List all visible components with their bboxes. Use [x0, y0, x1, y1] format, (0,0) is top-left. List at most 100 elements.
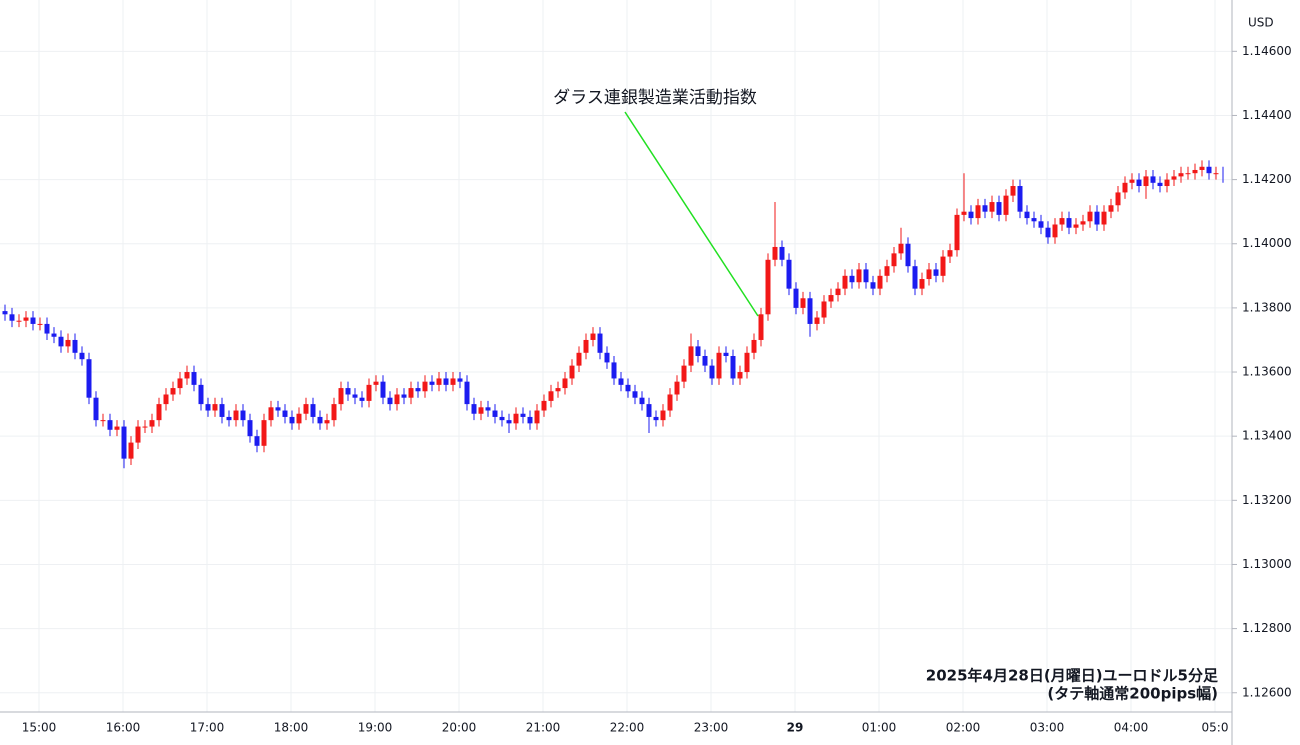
candle-body [975, 205, 981, 219]
candle-body [618, 378, 624, 385]
candle-body [331, 404, 337, 421]
candle-body [359, 397, 365, 401]
candle-body [282, 410, 288, 417]
y-tick-label: 1.13000 [1242, 557, 1292, 571]
candle-body [765, 259, 771, 315]
candle-body [1136, 179, 1142, 187]
candle-body [9, 314, 15, 321]
candle-body [387, 397, 393, 405]
candle-body [828, 295, 834, 302]
candle-body [100, 420, 106, 422]
x-tick-label: 03:00 [1030, 721, 1065, 735]
candle-body [254, 436, 260, 446]
candle-body [23, 317, 29, 321]
candle-body [219, 404, 225, 417]
annotation-line [624, 111, 759, 317]
candle-body [863, 269, 869, 283]
candle-body [1199, 166, 1205, 170]
candle-body [247, 420, 253, 437]
candle-body [324, 420, 330, 424]
candle-body [576, 352, 582, 366]
candle-body [821, 301, 827, 318]
y-tick-label: 1.13600 [1242, 365, 1292, 379]
candle-body [114, 426, 120, 430]
x-tick-label: 16:00 [106, 721, 141, 735]
grid [0, 0, 1232, 712]
candle-body [275, 407, 281, 411]
candle-body [198, 384, 204, 405]
candle-body [310, 404, 316, 417]
candle-body [345, 388, 351, 395]
candle-body [737, 372, 743, 379]
candle-body [800, 298, 806, 308]
candle-body [107, 420, 113, 430]
y-tick-label: 1.13400 [1242, 429, 1292, 443]
x-tick-label: 15:00 [22, 721, 57, 735]
candle-body [1101, 211, 1107, 225]
candle-body [674, 381, 680, 395]
candle-body [793, 288, 799, 308]
candle-body [982, 205, 988, 212]
x-tick-label: 18:00 [274, 721, 309, 735]
candle-body [625, 384, 631, 392]
candle-body [191, 372, 197, 385]
candle-body [37, 323, 43, 325]
candle-body [184, 372, 190, 379]
x-tick-label: 01:00 [862, 721, 897, 735]
candle-body [1178, 173, 1184, 177]
y-tick-label: 1.14400 [1242, 108, 1292, 122]
candle-body [555, 388, 561, 392]
candle-body [583, 339, 589, 353]
candle-body [450, 378, 456, 385]
candle-body [688, 346, 694, 366]
candle-body [240, 410, 246, 421]
candle-body [1108, 205, 1114, 212]
y-tick-label: 1.14600 [1242, 44, 1292, 58]
candle-body [716, 352, 722, 379]
candle-body [835, 288, 841, 296]
candle-body [1080, 221, 1086, 225]
candle-body [338, 388, 344, 405]
y-axis-label: USD [1248, 16, 1274, 30]
candle-body [408, 388, 414, 398]
candle-body [436, 378, 442, 385]
candle-body [16, 320, 22, 322]
candle-body [1129, 179, 1135, 183]
candle-body [590, 333, 596, 340]
candle-body [954, 214, 960, 251]
candle-body [933, 269, 939, 276]
x-tick-label: 05:0 [1202, 721, 1229, 735]
candle-body [44, 323, 50, 334]
x-tick-label: 17:00 [190, 721, 225, 735]
x-tick-label: 21:00 [526, 721, 561, 735]
candle-body [30, 317, 36, 324]
y-tick-label: 1.14200 [1242, 172, 1292, 186]
candle-body [352, 394, 358, 398]
candle-body [814, 317, 820, 324]
y-tick-label: 1.13200 [1242, 493, 1292, 507]
candle-body [751, 339, 757, 353]
candle-body [905, 243, 911, 267]
candle-body [261, 420, 267, 446]
candle-body [1045, 227, 1051, 238]
x-tick-label: 04:00 [1114, 721, 1149, 735]
candle-body [1185, 173, 1191, 175]
x-tick-label: 29 [787, 721, 804, 735]
candle-body [842, 275, 848, 289]
candle-body [527, 416, 533, 424]
candle-body [996, 202, 1002, 215]
candle-body [541, 400, 547, 411]
candle-body [485, 407, 491, 411]
y-tick-label: 1.12600 [1242, 685, 1292, 699]
candle-body [520, 413, 526, 417]
candle-body [366, 384, 372, 401]
candle-body [1115, 192, 1121, 206]
candle-body [177, 378, 183, 389]
candle-body [989, 202, 995, 212]
candle-body [730, 356, 736, 379]
candle-body [1143, 176, 1149, 187]
x-tick-label: 22:00 [610, 721, 645, 735]
candle-body [548, 391, 554, 401]
candle-body [912, 266, 918, 289]
candle-body [79, 352, 85, 360]
